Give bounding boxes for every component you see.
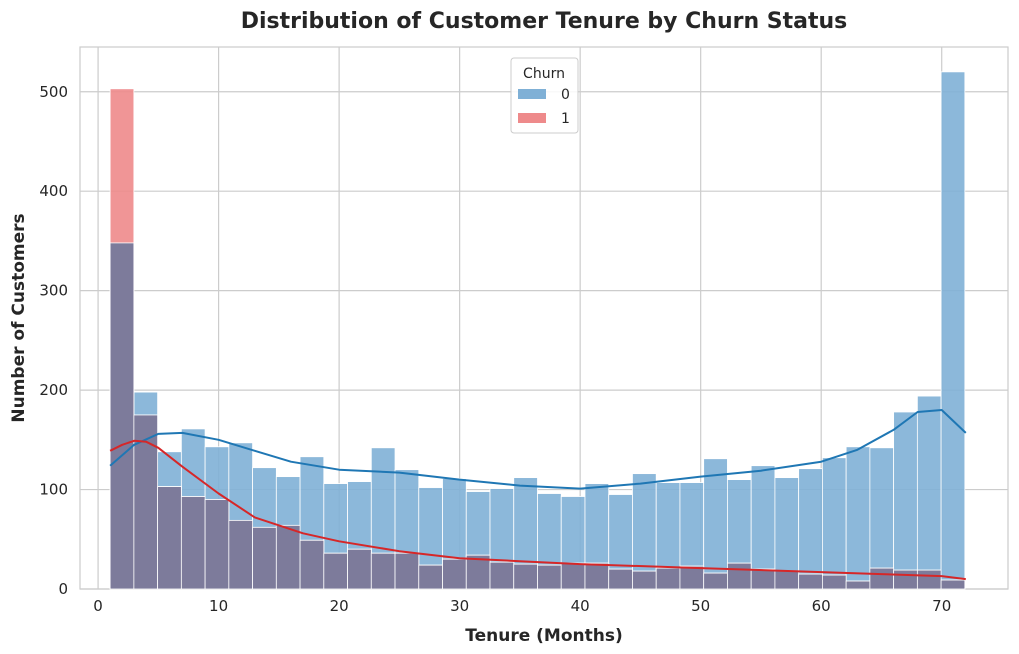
x-tick-50: 50 <box>691 597 710 615</box>
bar-overlap-bin-35 <box>940 579 966 590</box>
bar-churn-0-bin-30 <box>822 457 847 590</box>
bar-churn-0-bin-35 <box>940 71 966 590</box>
bar-overlap-bin-21 <box>608 568 633 590</box>
bar-overlap-bin-7 <box>275 524 301 590</box>
bar-churn-0-bin-33 <box>893 411 918 590</box>
bar-overlap-bin-17 <box>513 563 538 590</box>
x-tick-20: 20 <box>330 597 349 615</box>
legend-label-churn-0: 0 <box>561 87 570 103</box>
y-tick-200: 200 <box>39 381 68 399</box>
bar-overlap-bin-12 <box>394 552 420 590</box>
bar-overlap-bin-5 <box>228 519 253 590</box>
bar-overlap-bin-34 <box>916 569 942 590</box>
bar-overlap-bin-20 <box>584 562 610 590</box>
chart-title: Distribution of Customer Tenure by Churn… <box>241 9 848 34</box>
kde-curves <box>109 409 967 581</box>
bar-overlap-bin-2 <box>157 486 182 590</box>
bar-overlap-bin-14 <box>442 558 467 590</box>
x-tick-10: 10 <box>209 597 228 615</box>
bar-overlap-bin-30 <box>822 574 847 590</box>
y-tick-100: 100 <box>39 481 68 499</box>
legend-label-churn-1: 1 <box>561 111 570 127</box>
bar-overlap-bin-16 <box>489 561 515 590</box>
y-tick-labels: 0 100 200 300 400 500 <box>39 83 68 598</box>
kde-line-churn-1 <box>109 439 966 581</box>
x-tick-0: 0 <box>93 597 103 615</box>
y-tick-300: 300 <box>39 282 68 300</box>
legend: Churn 0 1 <box>510 57 579 134</box>
bar-overlap-bin-0 <box>109 242 135 590</box>
bar-overlap-bin-33 <box>893 569 918 590</box>
bar-overlap-bin-13 <box>418 564 443 590</box>
x-tick-40: 40 <box>571 597 590 615</box>
bars <box>109 71 966 590</box>
bar-overlap-bin-19 <box>560 562 586 590</box>
x-tick-60: 60 <box>812 597 831 615</box>
bar-churn-0-bin-31 <box>845 446 871 590</box>
x-axis-label: Tenure (Months) <box>465 626 623 646</box>
bar-overlap-bin-10 <box>347 548 372 590</box>
bar-overlap-bin-27 <box>750 568 776 590</box>
y-axis-label: Number of Customers <box>9 213 29 422</box>
bar-overlap-bin-6 <box>252 526 277 590</box>
legend-swatch-churn-0 <box>518 89 546 99</box>
legend-swatch-churn-1 <box>518 113 546 123</box>
y-tick-500: 500 <box>39 83 68 101</box>
bar-overlap-bin-31 <box>845 580 871 590</box>
x-tick-30: 30 <box>450 597 469 615</box>
bar-overlap-bin-3 <box>180 496 206 590</box>
x-tick-70: 70 <box>932 597 951 615</box>
bar-churn-0-bin-34 <box>916 395 942 590</box>
bar-overlap-bin-4 <box>204 499 230 590</box>
legend-title: Churn <box>523 66 565 82</box>
bar-overlap-bin-22 <box>632 570 657 590</box>
bar-overlap-bin-8 <box>299 539 325 590</box>
bar-overlap-bin-11 <box>370 552 396 590</box>
y-tick-0: 0 <box>58 580 68 598</box>
bar-overlap-bin-18 <box>537 564 562 590</box>
kde-line-churn-0 <box>109 409 967 490</box>
bar-overlap-bin-24 <box>679 565 705 590</box>
y-tick-400: 400 <box>39 182 68 200</box>
bar-overlap-bin-32 <box>869 567 895 590</box>
bar-overlap-bin-26 <box>727 562 752 590</box>
x-tick-labels: 0 10 20 30 40 50 60 70 <box>93 597 951 615</box>
bar-overlap-bin-29 <box>798 573 823 590</box>
bar-overlap-bin-9 <box>323 552 348 590</box>
bar-overlap-bin-25 <box>703 572 728 590</box>
bar-overlap-bin-23 <box>655 567 681 590</box>
bar-overlap-bin-28 <box>774 570 800 590</box>
